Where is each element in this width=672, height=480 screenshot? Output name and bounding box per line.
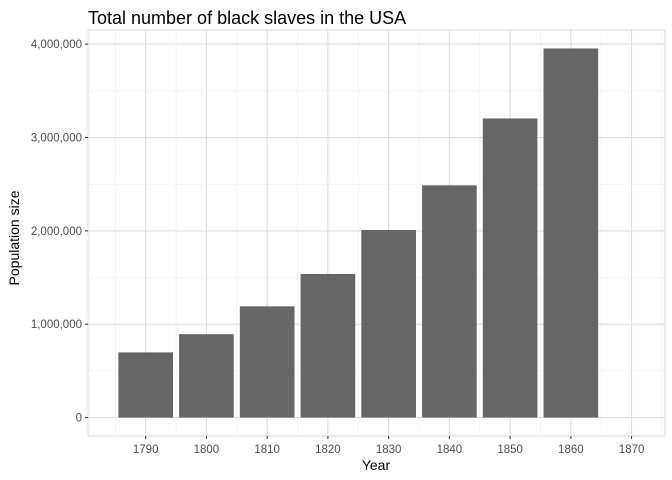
- x-tick-label: 1860: [558, 444, 584, 456]
- x-tick-label: 1830: [376, 444, 402, 456]
- x-axis-title: Year: [362, 457, 391, 473]
- x-tick-label: 1790: [133, 444, 159, 456]
- bar-1840: [422, 185, 477, 418]
- y-tick-label: 2,000,000: [31, 226, 82, 238]
- bar-1800: [179, 334, 234, 418]
- bar-1810: [239, 306, 295, 418]
- y-tick-label: 1,000,000: [31, 319, 82, 331]
- panel-border: [87, 29, 666, 437]
- bar-1850: [482, 118, 538, 418]
- chart-title: Total number of black slaves in the USA: [88, 8, 406, 28]
- x-tick-label: 1840: [437, 444, 463, 456]
- x-tick-label: 1850: [497, 444, 523, 456]
- bar-1790: [118, 352, 174, 418]
- y-axis: 0 1,000,000 2,000,000 3,000,000 4,000,000: [31, 39, 88, 425]
- x-tick-label: 1810: [254, 444, 280, 456]
- x-tick-label: 1870: [619, 444, 645, 456]
- bars: [118, 48, 599, 418]
- y-tick-label: 3,000,000: [31, 132, 82, 144]
- bar-1820: [300, 273, 356, 418]
- y-tick-label: 0: [76, 413, 82, 425]
- minor-gridlines: [88, 30, 665, 436]
- x-tick-label: 1800: [194, 444, 220, 456]
- y-tick-label: 4,000,000: [31, 39, 82, 51]
- bar-1830: [361, 229, 416, 418]
- x-axis: 1790 1800 1810 1820 1830 1840 1850 1860 1870: [133, 436, 644, 456]
- y-axis-title: Population size: [6, 190, 22, 285]
- bar-1860: [543, 48, 599, 418]
- x-tick-label: 1820: [315, 444, 341, 456]
